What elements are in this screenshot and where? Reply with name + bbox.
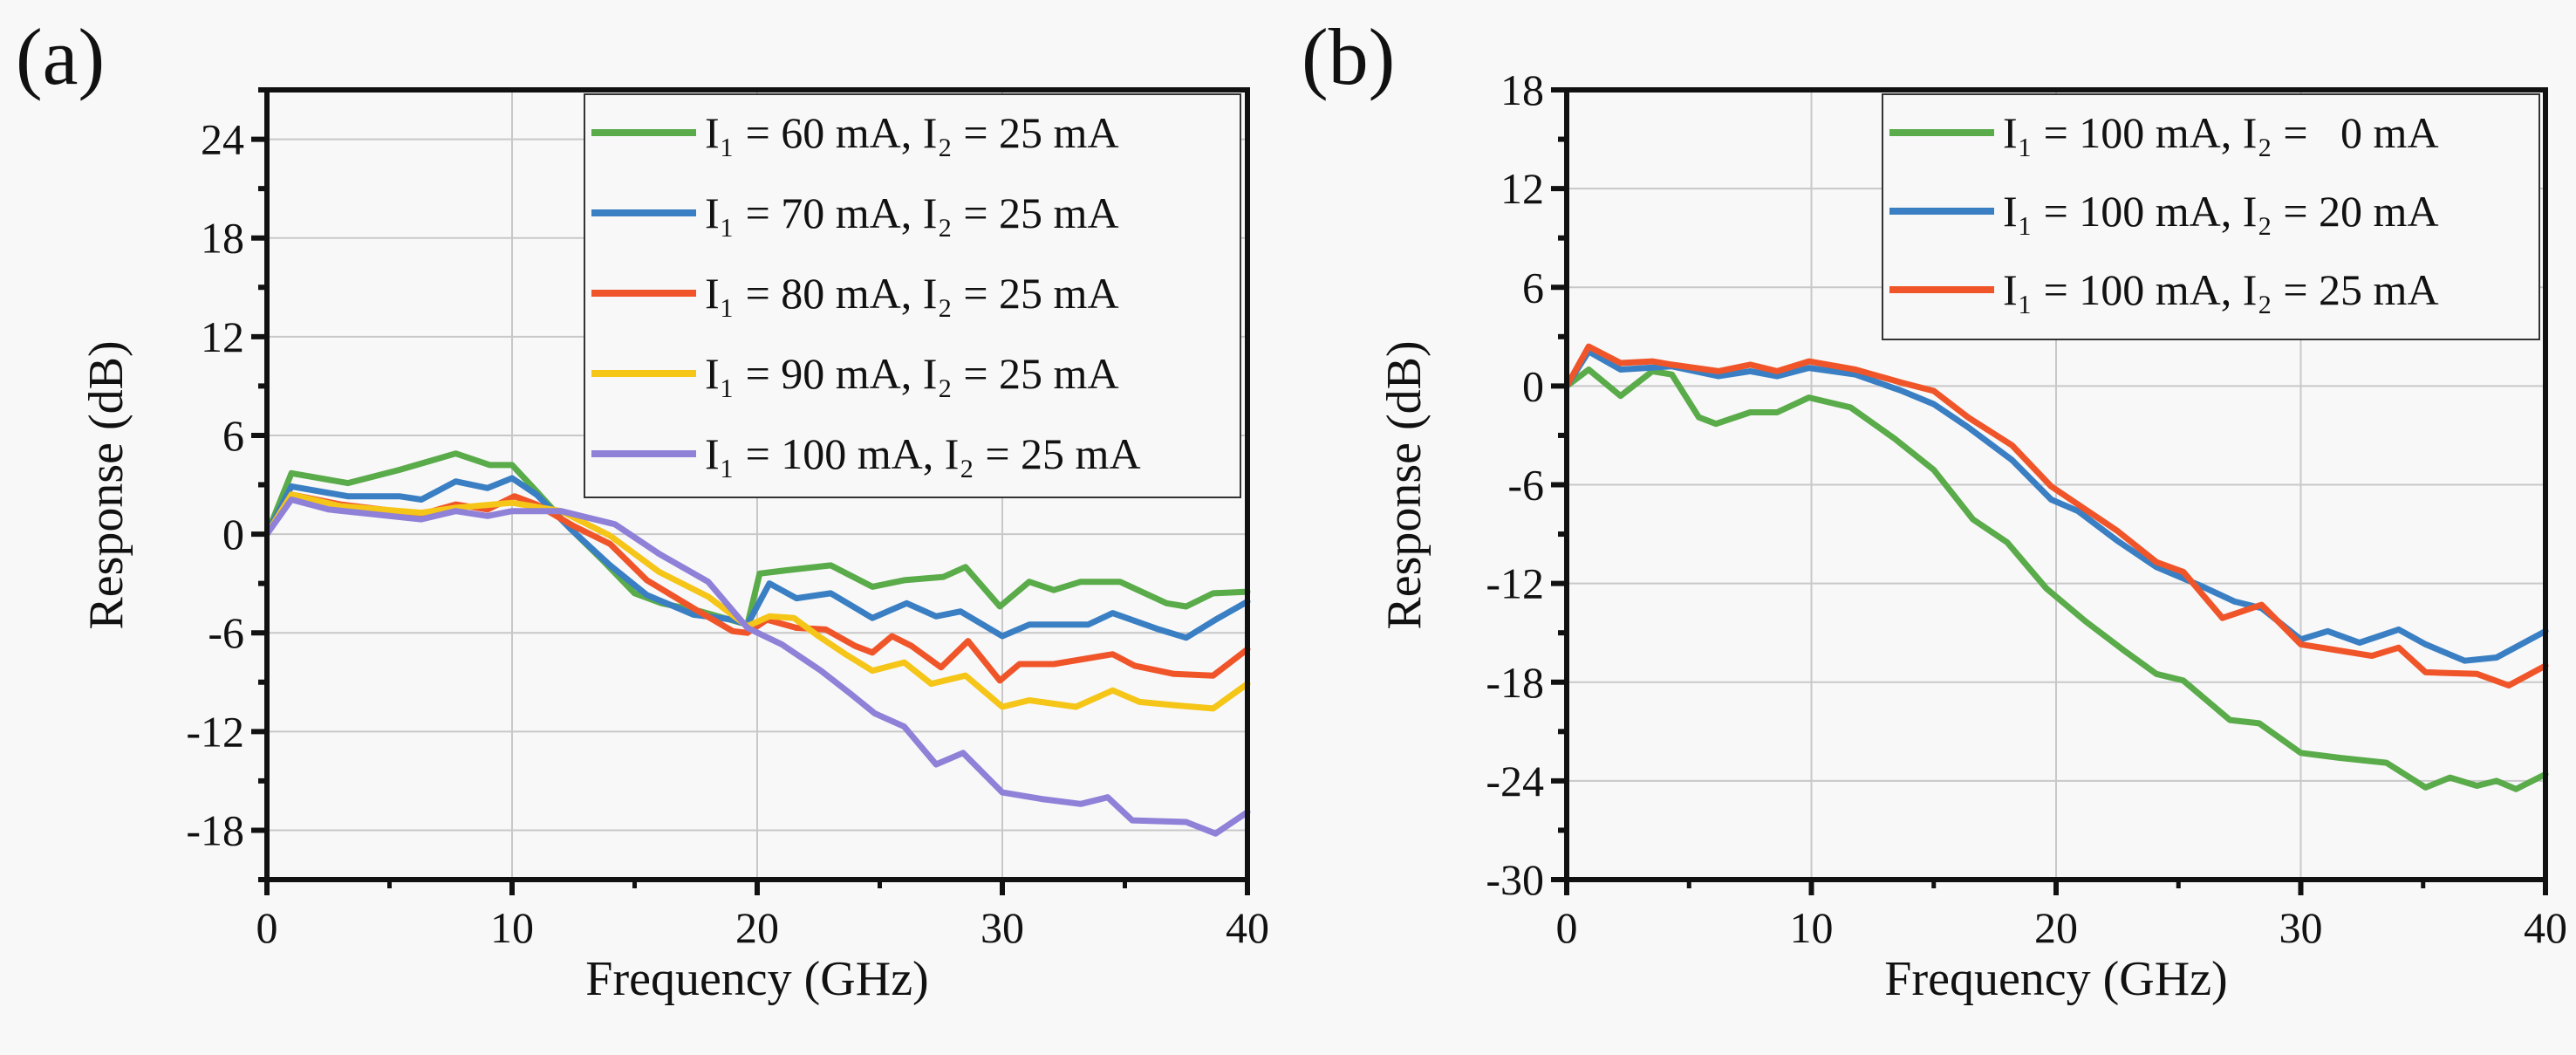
y-tick-label: -6 [1507,461,1544,510]
panel-a: (a) Frequency (GHz) Response (dB) 0 10 20 3… [16,12,1269,1006]
x-tick-label: 20 [2034,903,2078,952]
y-tick-label: 6 [1522,263,1544,312]
legend-label-1: I₁ = 100 mA, I₂ = 0 mA [2003,108,2439,157]
series-line-3 [263,491,1251,684]
y-tick-label: 12 [201,312,244,361]
panel-b: (b) Frequency (GHz) Response (dB) 0 10 20 3… [1302,12,2567,1006]
panel-label-b: (b) [1302,12,1395,101]
x-tick-label: 10 [490,903,534,952]
y-tick-label: -18 [186,805,244,854]
y-tick-label: 18 [1500,65,1544,114]
y-tick-label: 6 [222,411,244,460]
series-line-2 [263,475,1251,641]
legend-label-4: I₁ = 90 mA, I₂ = 25 mA [705,349,1119,398]
y-tick-label: 18 [201,214,244,263]
x-tick-label: 10 [1790,903,1834,952]
series-line-1 [263,450,1251,628]
x-tick-label: 0 [1556,903,1578,952]
x-axis-title-a: Frequency (GHz) [585,952,928,1006]
y-tick-label: -6 [208,608,244,657]
y-tick-label: 0 [1522,361,1544,410]
series-line-2 [1563,348,2549,664]
series-line-1 [1563,367,2549,792]
y-axis-title-a: Response (dB) [79,340,133,629]
legend-label-3: I₁ = 80 mA, I₂ = 25 mA [705,269,1119,318]
legend-label-3: I₁ = 100 mA, I₂ = 25 mA [2003,265,2439,314]
y-tick-label: -18 [1486,658,1544,707]
series-line-3 [1563,343,2549,688]
legend-label-5: I₁ = 100 mA, I₂ = 25 mA [705,429,1141,478]
x-tick-label: 40 [2524,903,2567,952]
x-tick-label: 30 [981,903,1024,952]
series-line-4 [263,491,1251,712]
legend: I₁ = 60 mA, I₂ = 25 mA I₁ = 70 mA, I₂ = 2… [584,93,1241,498]
legend-label-1: I₁ = 60 mA, I₂ = 25 mA [705,108,1119,157]
legend-label-2: I₁ = 70 mA, I₂ = 25 mA [705,188,1119,237]
x-tick-label: 40 [1226,903,1269,952]
x-tick-label: 0 [256,903,278,952]
y-tick-label: -12 [186,707,244,756]
y-tick-label: -30 [1486,855,1544,904]
y-axis-title-b: Response (dB) [1377,340,1431,629]
x-tick-label: 20 [735,903,779,952]
legend-label-2: I₁ = 100 mA, I₂ = 20 mA [2003,187,2439,236]
y-tick-label: 12 [1500,164,1544,213]
series-line-5 [263,497,1251,837]
y-tick-label: -12 [1486,559,1544,608]
legend: I₁ = 100 mA, I₂ = 0 mA I₁ = 100 mA, I₂ = … [1882,93,2540,340]
x-axis-title-b: Frequency (GHz) [1884,952,2227,1006]
panel-label-a: (a) [16,12,105,101]
y-tick-label: 24 [201,115,244,164]
y-tick-label: 0 [222,510,244,558]
x-tick-label: 30 [2279,903,2323,952]
y-tick-label: -24 [1486,757,1544,805]
